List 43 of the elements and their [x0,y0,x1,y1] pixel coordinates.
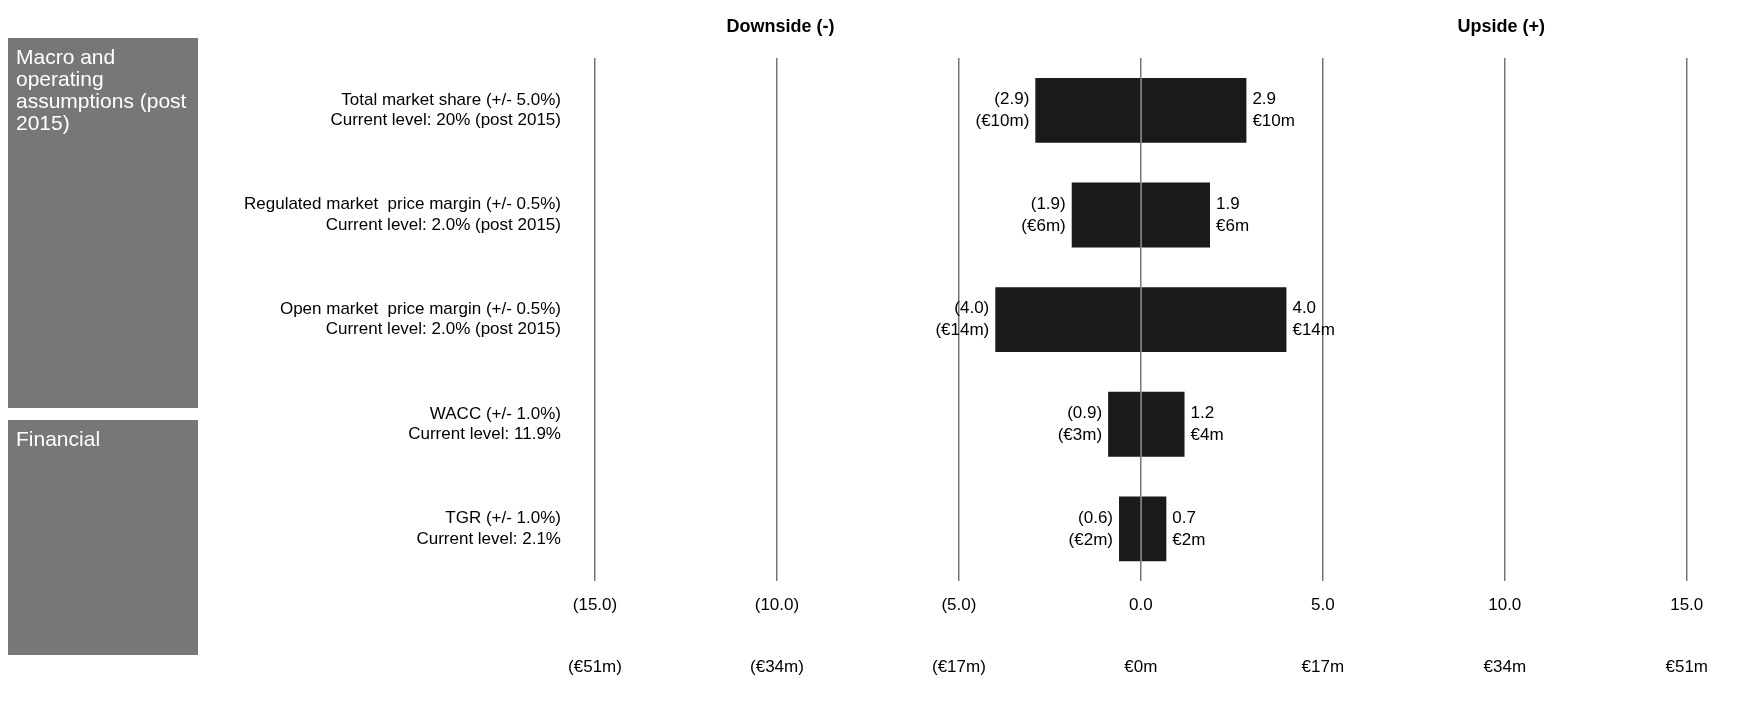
bar [1108,391,1141,457]
y-tick-label: Open market price margin (+/- 0.5%) Current level: 2.0% (post 2015) [279,299,561,339]
data-label: (0.6) (€2m) [1068,507,1114,549]
data-label: 2.9 €10m [1252,89,1295,131]
bar [1071,182,1141,248]
x2-tick-label: €0m [1124,657,1158,677]
x-tick-label: (5.0) [941,595,977,615]
x-tick-label: 10.0 [1488,595,1522,615]
y-tick-label: TGR (+/- 1.0%) Current level: 2.1% [416,508,561,548]
bar [1035,77,1141,143]
x-tick-label: 15.0 [1670,595,1704,615]
text: Financial [16,427,101,450]
bar [1141,391,1185,457]
x2-tick-label: (€34m) [750,657,804,677]
x-tick-label: (15.0) [572,595,618,615]
bar [1141,496,1167,562]
y-tick-label: Total market share (+/- 5.0%) Current level: 20% (post 2015) [330,89,561,130]
bar [1141,182,1211,248]
data-label: (0.9) (€3m) [1057,402,1103,444]
bar [995,287,1141,353]
x-tick-label: 0.0 [1129,595,1153,615]
data-label: (2.9) (€10m) [975,89,1030,131]
x2-tick-label: (€51m) [568,657,622,677]
x2-tick-label: €51m [1665,657,1708,677]
x2-tick-label: €34m [1483,657,1527,677]
bar [1141,287,1287,353]
text: Macro and operating assumptions (post 2015) [16,45,187,134]
data-label: 4.0 €14m [1292,298,1335,340]
y-tick-label: Regulated market price margin (+/- 0.5%) Current level: 2.0% (post 2015) [243,194,561,234]
x2-tick-label: (€17m) [931,657,986,677]
x-tick-label: 5.0 [1311,595,1335,615]
bar [1141,77,1247,143]
data-label: (1.9) (€6m) [1021,193,1066,235]
x2-tick-label: €17m [1301,657,1345,677]
data-label: 1.9 €6m [1216,193,1250,235]
bar [1119,496,1141,562]
data-label: (4.0) (€14m) [935,298,990,340]
y-tick-label: WACC (+/- 1.0%) Current level: 11.9% [408,403,561,444]
data-label: 0.7 €2m [1172,507,1206,549]
x-tick-label: (10.0) [754,595,800,615]
text: Upside (+) [1457,15,1545,36]
text: Downside (-) [726,15,835,36]
data-label: 1.2 €4m [1190,402,1224,444]
